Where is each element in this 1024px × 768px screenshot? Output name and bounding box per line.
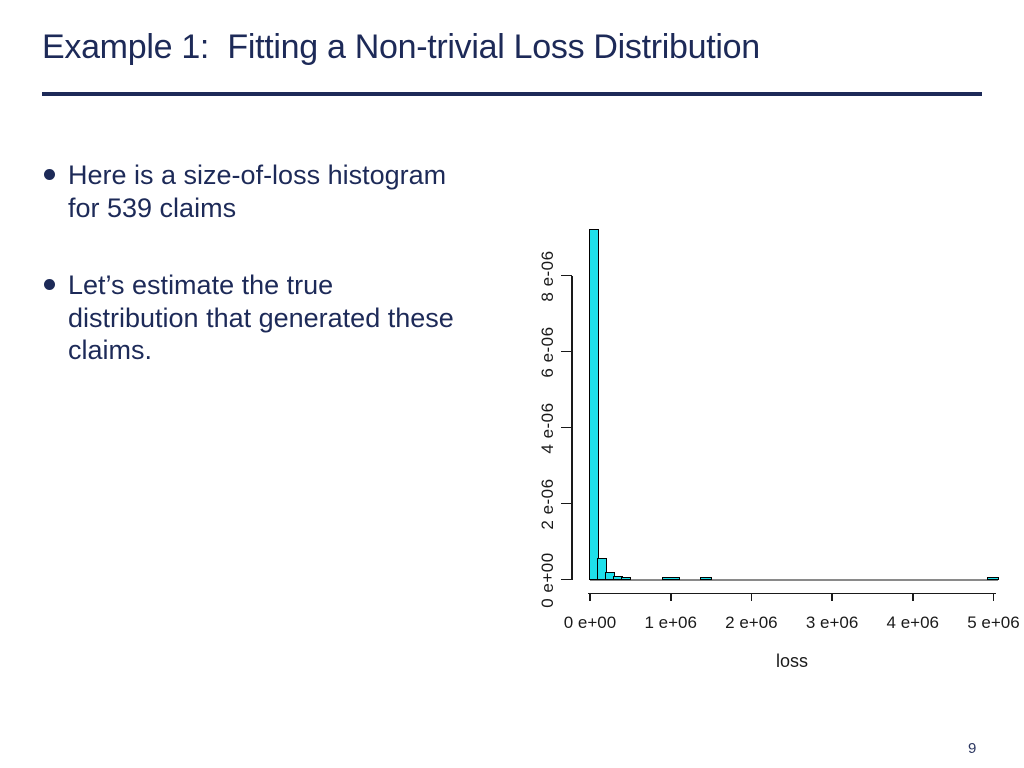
y-axis-line [571, 275, 574, 580]
y-axis-tick-label: 6 e-06 [538, 325, 557, 378]
histogram-zero-baseline [590, 579, 999, 581]
y-axis-tick-label: 4 e-06 [538, 401, 557, 454]
y-axis-tick [561, 426, 572, 429]
bullet-item-2: Let’s estimate the true distribution tha… [44, 269, 454, 367]
y-axis-tick [561, 502, 572, 505]
x-axis-tick-label: 4 e+06 [886, 613, 940, 632]
y-axis-tick-label: 2 e-06 [538, 477, 557, 530]
x-axis-tick-label: 3 e+06 [805, 613, 859, 632]
histogram-bar [986, 577, 1000, 581]
bullet-line: Let’s estimate the true [68, 270, 334, 300]
x-axis-tick [831, 594, 833, 601]
x-axis-line [588, 592, 996, 595]
y-axis-tick-label: 8 e-06 [538, 249, 557, 302]
x-axis-tick [992, 594, 995, 601]
y-axis-tick-label: 0 e+00 [538, 551, 557, 608]
y-axis-tick [561, 274, 572, 277]
x-axis-tick-label: 2 e+06 [725, 613, 778, 632]
bullet-line: Here is a size-of-loss histogram [68, 160, 447, 190]
x-axis-tick [589, 594, 591, 601]
histogram-bar [700, 577, 713, 581]
x-axis-tick [669, 594, 672, 601]
page-number: 9 [968, 740, 977, 757]
histogram-bar [589, 228, 600, 581]
histogram-bar [597, 557, 608, 581]
bullet-line: distribution that generated these [68, 302, 454, 333]
title-underline-rule [42, 92, 982, 96]
histogram-bar [661, 577, 680, 581]
x-axis-tick-label: 1 e+06 [644, 613, 697, 632]
x-axis-tick-label: 5 e+06 [967, 613, 1020, 632]
bullet-icon [44, 279, 55, 290]
bullet-item-1: Here is a size-of-loss histogram for 539… [44, 159, 446, 224]
x-axis-title: loss [775, 651, 808, 671]
page-title: Example 1: Fitting a Non-trivial Loss Di… [42, 28, 760, 66]
x-axis-tick [750, 594, 753, 601]
bullet-text: Let’s estimate the true distribution tha… [68, 269, 454, 367]
histogram-bar [621, 576, 632, 581]
y-axis-tick [561, 350, 572, 353]
bullet-line: claims. [68, 335, 153, 365]
bullet-text: Here is a size-of-loss histogram for 539… [68, 159, 446, 224]
x-axis-tick-label: 0 e+00 [563, 613, 617, 632]
x-axis-tick [911, 594, 914, 601]
bullet-line: for 539 claims [68, 192, 237, 223]
bullet-icon [44, 169, 55, 180]
y-axis-tick [561, 578, 572, 581]
